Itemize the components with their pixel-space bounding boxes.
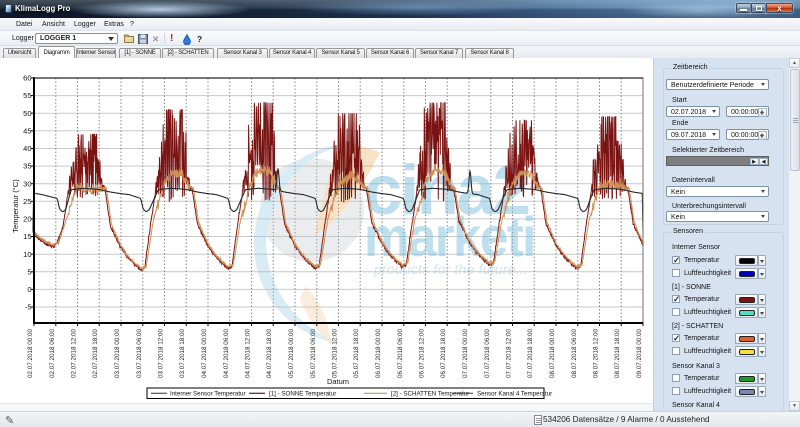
svg-text:07.07.2018 00:00: 07.07.2018 00:00: [462, 329, 469, 379]
svg-text:0: 0: [27, 285, 31, 294]
svg-text:02.07.2018 06:00: 02.07.2018 06:00: [49, 329, 56, 379]
svg-text:06.07.2018 12:00: 06.07.2018 12:00: [419, 329, 426, 379]
svg-text:60: 60: [23, 74, 31, 83]
svg-text:35: 35: [23, 162, 31, 171]
svg-text:05.07.2018 12:00: 05.07.2018 12:00: [332, 329, 339, 379]
svg-text:40: 40: [23, 144, 31, 153]
svg-text:55: 55: [23, 91, 31, 100]
svg-text:30: 30: [23, 179, 31, 188]
svg-text:25: 25: [23, 197, 31, 206]
svg-text:marketi: marketi: [364, 207, 535, 268]
svg-text:08.07.2018 18:00: 08.07.2018 18:00: [614, 329, 621, 379]
svg-text:07.07.2018 12:00: 07.07.2018 12:00: [506, 329, 513, 379]
svg-text:08.07.2018 06:00: 08.07.2018 06:00: [571, 329, 578, 379]
svg-text:03.07.2018 06:00: 03.07.2018 06:00: [136, 329, 143, 379]
svg-text:07.07.2018 18:00: 07.07.2018 18:00: [527, 329, 534, 379]
svg-text:04.07.2018 12:00: 04.07.2018 12:00: [245, 329, 252, 379]
svg-text:05.07.2018 06:00: 05.07.2018 06:00: [310, 329, 317, 379]
svg-text:Sensor Kanal 4 Temperatur: Sensor Kanal 4 Temperatur: [477, 391, 552, 398]
svg-text:[1] - SONNE Temperatur: [1] - SONNE Temperatur: [269, 391, 336, 398]
svg-text:[2] - SCHATTEN Temperatur: [2] - SCHATTEN Temperatur: [391, 391, 469, 398]
svg-text:03.07.2018 12:00: 03.07.2018 12:00: [158, 329, 165, 379]
svg-text:03.07.2018 00:00: 03.07.2018 00:00: [114, 329, 121, 379]
svg-text:04.07.2018 18:00: 04.07.2018 18:00: [266, 329, 273, 379]
svg-text:50: 50: [23, 109, 31, 118]
svg-text:20: 20: [23, 215, 31, 224]
svg-text:Datum: Datum: [327, 377, 349, 386]
svg-text:05.07.2018 18:00: 05.07.2018 18:00: [353, 329, 360, 379]
svg-text:15: 15: [23, 232, 31, 241]
svg-text:09.07.2018 00:00: 09.07.2018 00:00: [636, 329, 643, 379]
svg-text:06.07.2018 18:00: 06.07.2018 18:00: [440, 329, 447, 379]
svg-text:04.07.2018 00:00: 04.07.2018 00:00: [201, 329, 208, 379]
svg-text:Temperatur (°C): Temperatur (°C): [11, 179, 20, 233]
svg-text:04.07.2018 06:00: 04.07.2018 06:00: [223, 329, 230, 379]
svg-text:06.07.2018 00:00: 06.07.2018 00:00: [375, 329, 382, 379]
svg-text:45: 45: [23, 126, 31, 135]
svg-text:07.07.2018 06:00: 07.07.2018 06:00: [484, 329, 491, 379]
svg-text:02.07.2018 12:00: 02.07.2018 12:00: [71, 329, 78, 379]
svg-text:-5: -5: [25, 303, 32, 312]
svg-text:08.07.2018 12:00: 08.07.2018 12:00: [593, 329, 600, 379]
svg-text:08.07.2018 00:00: 08.07.2018 00:00: [549, 329, 556, 379]
svg-text:03.07.2018 18:00: 03.07.2018 18:00: [179, 329, 186, 379]
svg-text:06.07.2018 06:00: 06.07.2018 06:00: [397, 329, 404, 379]
svg-text:10: 10: [23, 250, 31, 259]
svg-text:02.07.2018 18:00: 02.07.2018 18:00: [92, 329, 99, 379]
svg-text:02.07.2018 00:00: 02.07.2018 00:00: [27, 329, 34, 379]
svg-text:05.07.2018 00:00: 05.07.2018 00:00: [288, 329, 295, 379]
svg-text:5: 5: [27, 267, 31, 276]
svg-text:Interner Sensor Temperatur: Interner Sensor Temperatur: [170, 391, 246, 398]
